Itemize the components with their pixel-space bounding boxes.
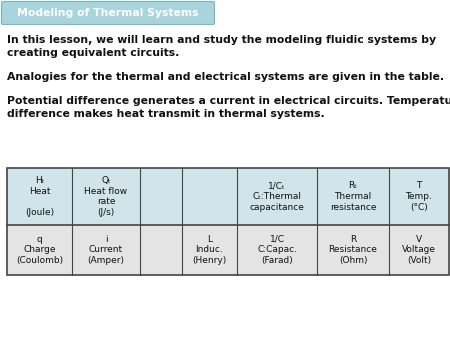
Text: Analogies for the thermal and electrical systems are given in the table.: Analogies for the thermal and electrical…	[7, 72, 444, 82]
Bar	[389, 225, 449, 275]
Bar	[237, 168, 317, 225]
Bar	[389, 168, 449, 225]
Text: 1/Cₜ
Cₜ:Thermal
capacitance: 1/Cₜ Cₜ:Thermal capacitance	[250, 181, 305, 212]
Text: Rₜ
Thermal
resistance: Rₜ Thermal resistance	[330, 181, 376, 212]
Bar	[140, 225, 182, 275]
Bar	[317, 225, 389, 275]
Text: Potential difference generates a current in electrical circuits. Temperature
dif: Potential difference generates a current…	[7, 96, 450, 119]
Text: T
Temp.
(°C): T Temp. (°C)	[405, 181, 432, 212]
Bar	[182, 225, 237, 275]
Text: In this lesson, we will learn and study the modeling fluidic systems by
creating: In this lesson, we will learn and study …	[7, 35, 436, 58]
Bar	[72, 225, 140, 275]
Bar	[7, 225, 72, 275]
Bar	[140, 168, 182, 225]
Text: Qₜ
Heat flow
rate
(J/s): Qₜ Heat flow rate (J/s)	[85, 176, 127, 217]
Bar	[72, 168, 140, 225]
Bar	[237, 225, 317, 275]
Text: 1/C
C:Capac.
(Farad): 1/C C:Capac. (Farad)	[257, 235, 297, 265]
FancyBboxPatch shape	[1, 1, 215, 24]
Bar	[7, 168, 72, 225]
Bar	[317, 168, 389, 225]
Text: i
Current
(Amper): i Current (Amper)	[87, 235, 125, 265]
Text: Hₜ
Heat

(Joule): Hₜ Heat (Joule)	[25, 176, 54, 217]
Bar	[182, 168, 237, 225]
Text: R
Resistance
(Ohm): R Resistance (Ohm)	[328, 235, 378, 265]
Bar	[7, 168, 449, 275]
Text: V
Voltage
(Volt): V Voltage (Volt)	[402, 235, 436, 265]
Text: q
Charge
(Coulomb): q Charge (Coulomb)	[16, 235, 63, 265]
Text: L
Induc.
(Henry): L Induc. (Henry)	[193, 235, 227, 265]
Text: Modeling of Thermal Systems: Modeling of Thermal Systems	[17, 8, 199, 18]
